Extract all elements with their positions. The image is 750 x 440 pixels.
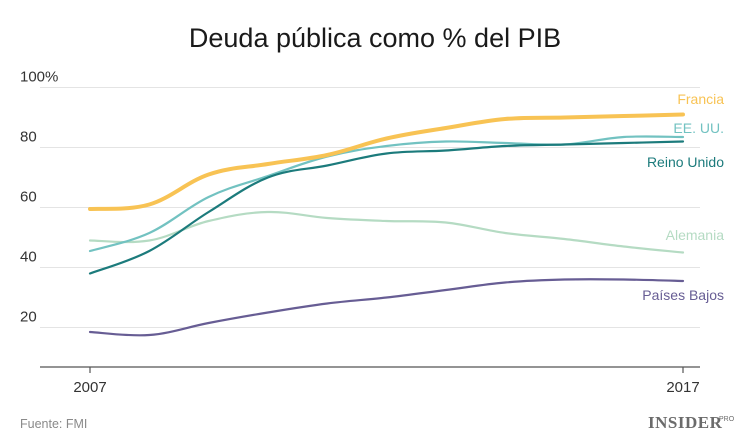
series-lines [88,112,685,337]
series-label-ee-uu: EE. UU. [673,120,724,136]
series-line-reino-unido [88,140,685,275]
series-label-francia: Francia [677,91,724,107]
x-tick-label: 2017 [666,379,699,396]
x-axis-tick-labels: 2007 2017 [73,379,699,396]
y-tick-label: 20 [20,309,37,326]
source-note: Fuente: FMI [20,417,87,431]
y-tick-label: 40 [20,249,37,266]
series-line-ee-uu [88,135,685,253]
y-tick-label: 60 [20,189,37,206]
series-label-alemania: Alemania [666,227,725,243]
series-line-francia [88,112,685,211]
y-tick-label: 100% [20,69,58,86]
brand-logo: INSIDER PRO [648,413,735,432]
y-axis-tick-labels: 100% 80 60 40 20 [20,69,58,326]
x-tick-label: 2007 [73,379,106,396]
x-axis [40,366,700,373]
series-line-paises-bajos [88,278,685,337]
brand-name: INSIDER [648,413,723,432]
y-tick-label: 80 [20,129,37,146]
series-line-alemania [88,210,685,254]
chart-title: Deuda pública como % del PIB [189,23,561,53]
gridlines [40,87,700,328]
brand-suffix: PRO [719,416,735,423]
series-labels: Alemania Países Bajos EE. UU. Reino Unido Fr… [642,91,724,303]
series-label-reino-unido: Reino Unido [647,154,724,170]
series-label-paises-bajos: Países Bajos [642,287,724,303]
